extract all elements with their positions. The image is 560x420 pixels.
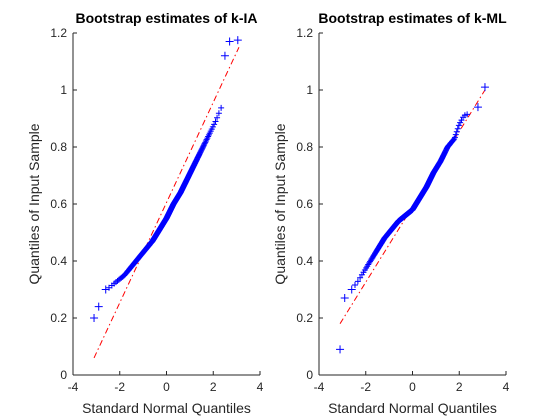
chart-title: Bootstrap estimates of k-IA	[75, 10, 257, 26]
data-point	[90, 314, 99, 322]
data-point	[101, 285, 110, 294]
y-tick-label: 0	[306, 368, 313, 382]
data-point	[225, 37, 234, 46]
y-axis-label: Quantiles of Input Sample	[26, 123, 42, 284]
x-tick-label: -2	[360, 380, 371, 394]
data-point	[215, 110, 222, 117]
y-tick-label: 1	[306, 83, 313, 97]
data-point	[480, 83, 489, 92]
data-point	[214, 114, 221, 121]
x-tick-label: -4	[68, 380, 79, 394]
data-point	[201, 141, 208, 148]
data-point	[354, 278, 361, 285]
data-point	[211, 121, 218, 128]
x-tick-label: -2	[114, 380, 125, 394]
qq-plot-k-ml: -4 -2 0 2 4 0 0.2 0.4 0.6 0.8 1 1.2 Bootstrap estima…	[272, 10, 510, 416]
data-point	[464, 111, 471, 118]
x-tick-label: 2	[210, 380, 217, 394]
y-axis-label: Quantiles of Input Sample	[272, 123, 288, 284]
data-point	[233, 36, 242, 45]
y-tick-label: 0.8	[50, 140, 67, 154]
y-tick-label: 0.2	[50, 311, 67, 325]
x-axis-label: Standard Normal Quantiles	[328, 400, 497, 416]
y-tick-label: 0.8	[296, 140, 313, 154]
y-tick-label: 0.4	[296, 254, 313, 268]
x-tick-label: -4	[314, 380, 325, 394]
x-axis-label: Standard Normal Quantiles	[82, 400, 251, 416]
data-point	[452, 131, 459, 138]
data-markers	[90, 36, 242, 322]
y-tick-label: 0.4	[50, 254, 67, 268]
data-point	[94, 302, 103, 311]
y-tick-label: 0.6	[296, 197, 313, 211]
data-point	[455, 122, 462, 129]
data-point	[451, 134, 458, 141]
y-tick-label: 1	[60, 83, 67, 97]
x-tick-label: 0	[163, 380, 170, 394]
x-tick-label: 4	[257, 380, 264, 394]
data-point	[201, 140, 208, 147]
y-tick-label: 0.2	[296, 311, 313, 325]
x-tick-label: 4	[503, 380, 510, 394]
reference-line	[93, 47, 240, 359]
data-point	[218, 104, 225, 111]
chart-title: Bootstrap estimates of k-ML	[318, 10, 507, 26]
data-point	[351, 281, 358, 288]
y-tick-label: 0	[60, 368, 67, 382]
data-markers	[336, 83, 489, 354]
x-tick-label: 2	[456, 380, 463, 394]
y-tick-label: 1.2	[296, 26, 313, 40]
data-point	[454, 125, 461, 132]
data-point	[347, 285, 356, 294]
data-point	[473, 103, 482, 112]
qq-plot-k-ia: -4 -2 0 2 4 0 0.2 0.4 0.6 0.8 1 1.2 Bootstrap estima…	[26, 10, 264, 416]
data-point	[212, 118, 219, 125]
data-point	[220, 51, 229, 60]
y-tick-label: 1.2	[50, 26, 67, 40]
x-tick-label: 0	[409, 380, 416, 394]
data-point	[340, 294, 349, 303]
y-tick-label: 0.6	[50, 197, 67, 211]
data-point	[457, 119, 464, 126]
data-point	[203, 136, 210, 143]
data-point	[336, 345, 345, 354]
data-point	[202, 139, 209, 146]
data-point	[453, 128, 460, 135]
data-point	[202, 137, 209, 144]
